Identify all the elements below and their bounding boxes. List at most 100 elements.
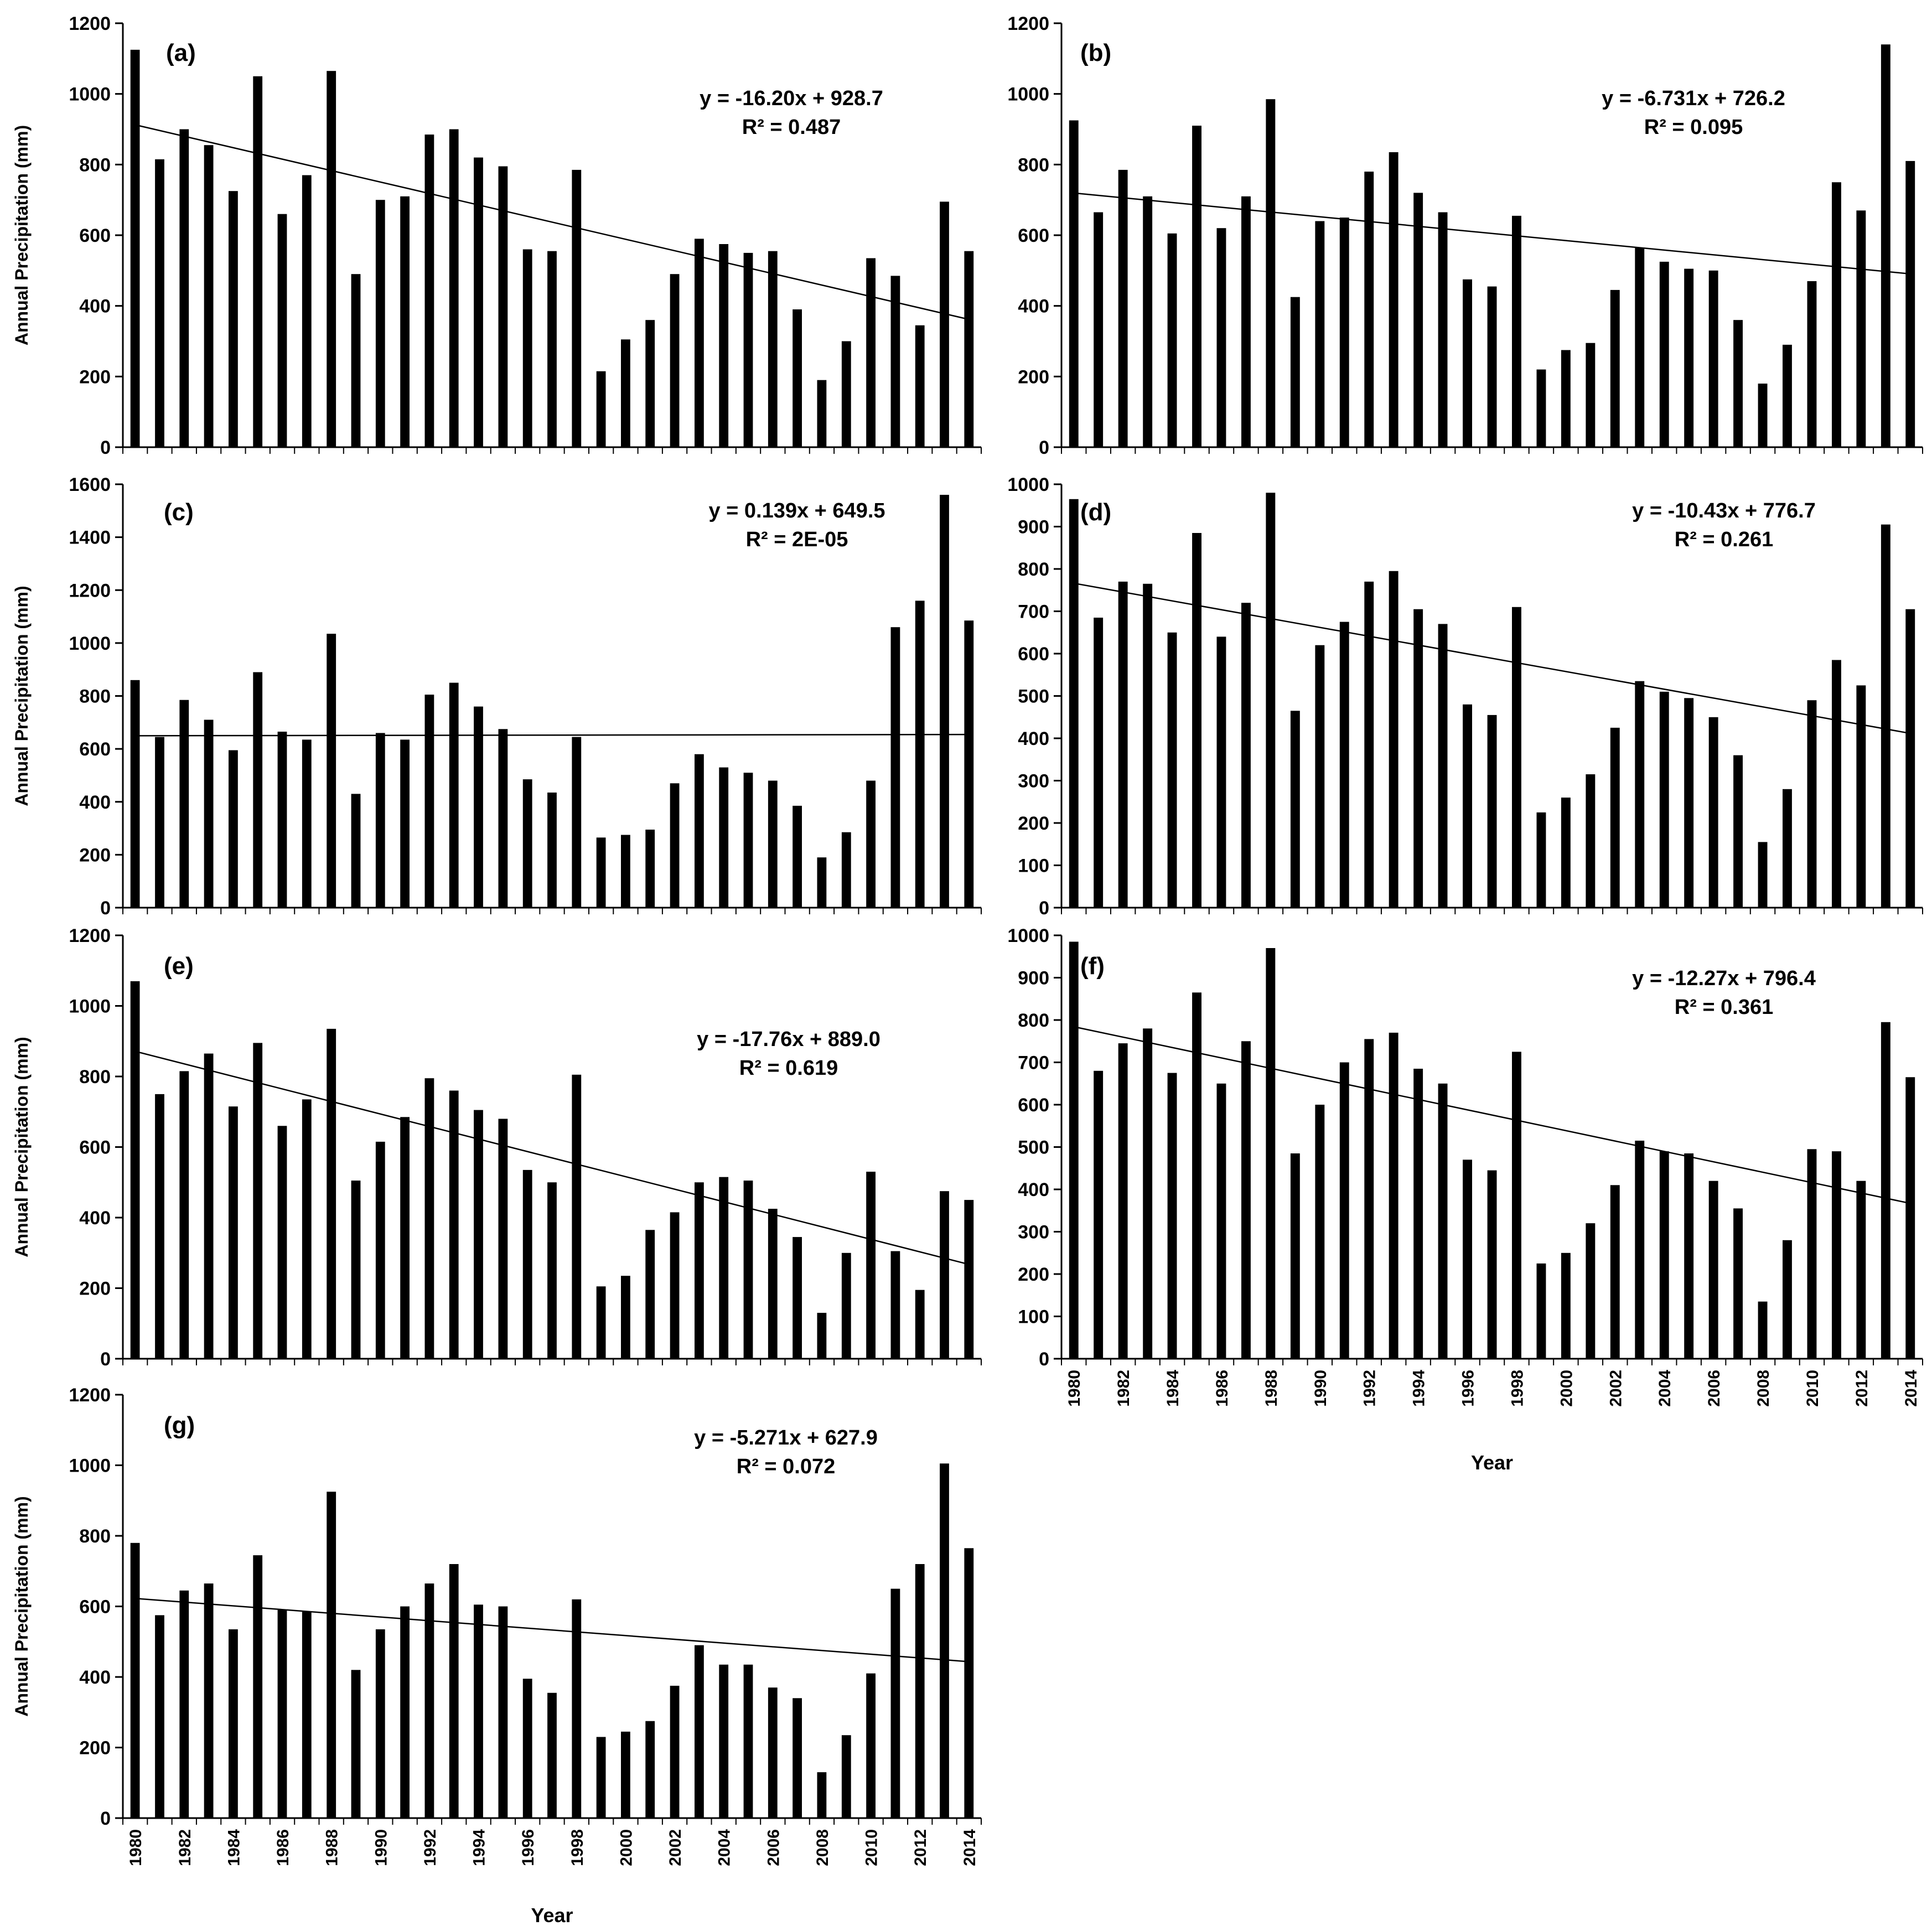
y-tick-label: 1000	[69, 633, 111, 654]
bar-1988	[327, 634, 336, 908]
chart-panel-a: 0 200 400 600 800 1000 1200 (a) y = -16.20x + 92…	[12, 13, 982, 458]
y-tick-label: 0	[100, 898, 111, 919]
bar-2002	[670, 783, 680, 908]
bar-2003	[695, 1182, 704, 1359]
trendline	[135, 733, 969, 737]
y-tick-label: 900	[1018, 968, 1049, 989]
bar-1985	[1192, 992, 1201, 1359]
bar-1996	[522, 1679, 532, 1818]
bar-2006	[768, 251, 778, 447]
bar-1991	[1339, 622, 1349, 908]
bar-1993	[1389, 571, 1399, 908]
bar-1981	[155, 1094, 164, 1359]
bar-2014	[964, 251, 974, 447]
bar-1993	[1389, 1032, 1399, 1359]
bar-1992	[1364, 1039, 1374, 1359]
bar-2014	[964, 1548, 974, 1818]
bar-2014	[1905, 1077, 1915, 1359]
y-tick-label: 1000	[69, 84, 111, 105]
bar-2001	[1586, 1223, 1596, 1359]
trendline	[135, 1597, 969, 1663]
x-tick-label: 1990	[1312, 1370, 1330, 1407]
bar-1984	[229, 750, 238, 908]
bar-1994	[474, 1110, 483, 1359]
bar-1999	[1536, 1263, 1546, 1359]
x-axis-title: Year	[1471, 1451, 1513, 1474]
y-tick-label: 800	[79, 1067, 111, 1088]
bar-2003	[1635, 1141, 1645, 1359]
y-tick-label: 100	[1018, 1307, 1049, 1328]
y-tick-label: 600	[79, 225, 111, 246]
bar-2004	[719, 244, 729, 447]
x-tick-label: 2014	[1902, 1370, 1920, 1407]
y-tick-label: 1200	[69, 580, 111, 601]
bar-1993	[449, 1564, 459, 1818]
y-tick-label: 1000	[1007, 84, 1049, 105]
bar-2012	[915, 1564, 925, 1818]
bar-1990	[375, 1141, 385, 1359]
bar-2008	[1758, 384, 1768, 447]
bar-1996	[1463, 704, 1472, 908]
y-tick-label: 400	[79, 1208, 111, 1229]
bar-1999	[596, 371, 606, 447]
x-tick-label: 1984	[1164, 1370, 1182, 1407]
bar-2011	[890, 276, 900, 447]
bar-2008	[817, 1772, 827, 1818]
bar-2014	[1905, 161, 1915, 447]
bar-1984	[1167, 632, 1177, 908]
bar-2014	[964, 620, 974, 908]
bar-1994	[474, 706, 483, 908]
bar-1988	[327, 1492, 336, 1818]
bar-1993	[1389, 152, 1399, 447]
bar-1999	[1536, 369, 1546, 447]
bar-2010	[1807, 281, 1817, 447]
x-tick-label: 2006	[764, 1829, 783, 1866]
bar-1992	[424, 134, 434, 448]
x-tick-label: 2004	[1656, 1370, 1674, 1407]
bar-1987	[1241, 1041, 1251, 1359]
trendline	[134, 124, 970, 320]
bar-2002	[1610, 289, 1620, 447]
bar-1982	[1118, 1043, 1128, 1359]
bar-1998	[1512, 1052, 1521, 1359]
bar-1980	[130, 981, 140, 1359]
bar-2010	[866, 1172, 876, 1359]
trend-r2: R² = 0.261	[1675, 528, 1774, 551]
y-tick-label: 600	[79, 739, 111, 760]
bar-1997	[547, 793, 557, 908]
bar-1989	[351, 274, 361, 447]
trend-equation: y = -12.27x + 796.4	[1632, 967, 1816, 990]
bar-2006	[768, 780, 778, 908]
y-tick-label: 400	[1018, 1179, 1049, 1200]
bar-2003	[695, 239, 704, 447]
bar-2006	[768, 1687, 778, 1818]
y-tick-label: 200	[79, 1738, 111, 1759]
bar-1991	[1339, 1062, 1349, 1359]
y-tick-label: 1000	[69, 996, 111, 1017]
bar-2011	[1832, 1151, 1841, 1359]
trend-equation: y = 0.139x + 649.5	[708, 499, 885, 522]
bar-1982	[179, 1590, 189, 1818]
bar-1997	[547, 1182, 557, 1359]
bar-1990	[375, 200, 385, 447]
bar-2012	[1856, 210, 1866, 447]
y-tick-label: 1000	[1007, 474, 1049, 495]
bar-2008	[817, 857, 827, 908]
bar-2005	[743, 773, 753, 908]
trendline	[1074, 192, 1910, 275]
bar-1988	[327, 1028, 336, 1359]
y-tick-label: 0	[100, 1808, 111, 1829]
bar-1984	[1167, 1073, 1177, 1359]
x-tick-label: 1998	[568, 1829, 587, 1866]
bar-1984	[229, 1106, 238, 1359]
trend-r2: R² = 0.095	[1644, 116, 1743, 139]
bar-2008	[817, 1313, 827, 1359]
bar-2010	[866, 258, 876, 447]
x-tick-label: 2010	[1804, 1370, 1822, 1407]
bar-2005	[743, 1664, 753, 1818]
panel-label: (f)	[1080, 952, 1105, 980]
bar-1986	[1216, 1083, 1226, 1359]
bar-1991	[400, 739, 410, 908]
x-tick-label: 2008	[814, 1829, 832, 1866]
